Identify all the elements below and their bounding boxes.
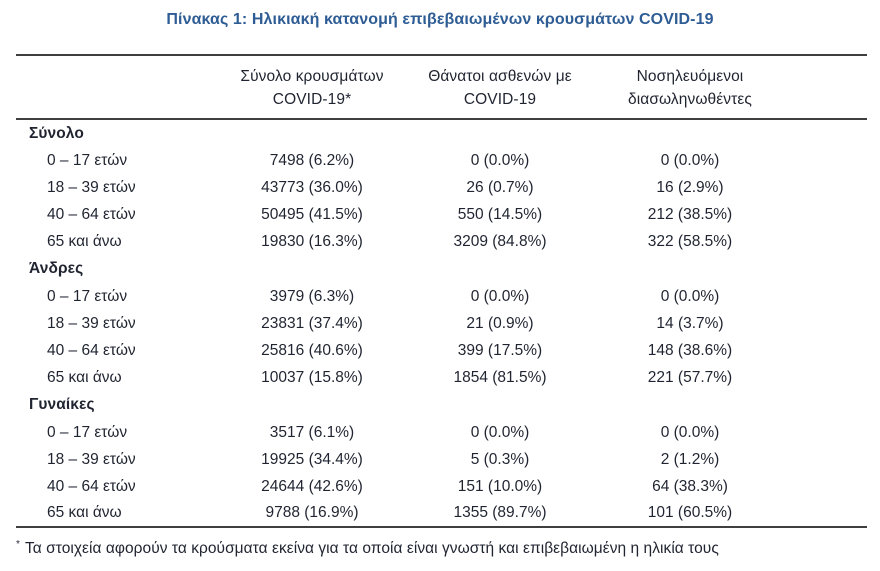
row-label: 18 – 39 ετών	[47, 450, 136, 468]
cell-spacer	[794, 364, 867, 391]
cell-intubated: 322 (58.5%)	[647, 232, 733, 250]
table-row: 65 και άνω 10037 (15.8%) 1854 (81.5%) 22…	[16, 364, 867, 391]
table-container: Σύνολο κρουσμάτων COVID-19* Θάνατοι ασθε…	[16, 54, 867, 528]
cell-deaths: 1355 (89.7%)	[453, 504, 547, 521]
cell-deaths: 151 (10.0%)	[457, 477, 543, 495]
section-header-row-men: Άνδρες	[16, 255, 867, 283]
cell-deaths: 3209 (84.8%)	[453, 232, 547, 250]
cell-spacer	[794, 147, 867, 174]
row-label: 40 – 64 ετών	[47, 477, 136, 495]
header-deaths-line2: COVID-19	[463, 91, 537, 108]
section-label: Σύνολο	[29, 124, 84, 142]
header-deaths-line1: Θάνατοι ασθενών με	[428, 68, 572, 85]
cell-spacer	[794, 419, 867, 446]
row-label: 18 – 39 ετών	[47, 314, 136, 332]
cell-intubated: 148 (38.6%)	[647, 341, 733, 359]
cell-intubated: 16 (2.9%)	[656, 178, 724, 196]
section-header-row-women: Γυναίκες	[16, 391, 867, 419]
cell-deaths: 0 (0.0%)	[470, 287, 530, 305]
table-body: Σύνολο 0 – 17 ετών 7498 (6.2%) 0 (0.0%) …	[16, 119, 867, 527]
cell-spacer	[794, 201, 867, 228]
row-label: 40 – 64 ετών	[47, 341, 136, 359]
table-row: 18 – 39 ετών 23831 (37.4%) 21 (0.9%) 14 …	[16, 310, 867, 337]
cell-deaths: 0 (0.0%)	[470, 151, 530, 169]
row-label: 18 – 39 ετών	[47, 178, 136, 196]
table-row: 0 – 17 ετών 7498 (6.2%) 0 (0.0%) 0 (0.0%…	[16, 147, 867, 174]
cell-intubated: 101 (60.5%)	[647, 504, 733, 521]
header-row: Σύνολο κρουσμάτων COVID-19* Θάνατοι ασθε…	[16, 55, 867, 119]
table-row: 0 – 17 ετών 3979 (6.3%) 0 (0.0%) 0 (0.0%…	[16, 283, 867, 310]
cell-deaths: 26 (0.7%)	[466, 178, 534, 196]
cell-intubated: 14 (3.7%)	[656, 314, 724, 332]
header-spacer	[794, 55, 867, 119]
cell-cases: 23831 (37.4%)	[261, 314, 363, 332]
header-intubated-line1: Νοσηλευόμενοι	[636, 68, 744, 85]
cell-deaths: 5 (0.3%)	[470, 450, 530, 468]
cell-cases: 3517 (6.1%)	[269, 423, 355, 441]
cell-spacer	[794, 500, 867, 527]
cell-spacer	[794, 283, 867, 310]
cell-intubated: 64 (38.3%)	[652, 477, 728, 495]
table-row: 40 – 64 ετών 50495 (41.5%) 550 (14.5%) 2…	[16, 201, 867, 228]
row-label: 0 – 17 ετών	[47, 287, 128, 305]
cell-cases: 25816 (40.6%)	[261, 341, 363, 359]
row-label: 40 – 64 ετών	[47, 205, 136, 223]
row-label: 65 και άνω	[47, 368, 122, 386]
cell-spacer	[794, 228, 867, 255]
cell-deaths: 399 (17.5%)	[457, 341, 543, 359]
cell-cases: 43773 (36.0%)	[261, 178, 363, 196]
cell-intubated: 212 (38.5%)	[647, 205, 733, 223]
section-label: Άνδρες	[29, 260, 84, 277]
row-label: 65 και άνω	[47, 232, 122, 250]
cell-intubated: 2 (1.2%)	[660, 450, 720, 468]
cell-cases: 19830 (16.3%)	[261, 232, 363, 250]
header-cases: Σύνολο κρουσμάτων COVID-19*	[210, 55, 414, 119]
section-header-row-total: Σύνολο	[16, 119, 867, 147]
header-intubated-line2: διασωληνωθέντες	[628, 91, 752, 108]
cell-cases: 7498 (6.2%)	[269, 151, 355, 169]
header-cases-line1: Σύνολο κρουσμάτων	[240, 68, 384, 85]
row-label: 0 – 17 ετών	[47, 423, 128, 441]
header-empty	[16, 55, 210, 119]
table-row: 18 – 39 ετών 19925 (34.4%) 5 (0.3%) 2 (1…	[16, 446, 867, 473]
header-cases-line2: COVID-19*	[272, 91, 352, 108]
footnote-asterisk: *	[16, 539, 20, 550]
table-footnote: * Τα στοιχεία αφορούν τα κρούσματα εκείνα…	[16, 535, 867, 558]
covid-age-distribution-table: Σύνολο κρουσμάτων COVID-19* Θάνατοι ασθε…	[16, 54, 867, 528]
cell-cases: 19925 (34.4%)	[261, 450, 363, 468]
cell-deaths: 21 (0.9%)	[466, 314, 534, 332]
cell-cases: 50495 (41.5%)	[261, 205, 363, 223]
cell-cases: 24644 (42.6%)	[261, 477, 363, 495]
table-row: 65 και άνω 9788 (16.9%) 1355 (89.7%) 101…	[16, 500, 867, 527]
cell-cases: 10037 (15.8%)	[261, 368, 363, 386]
table-row: 18 – 39 ετών 43773 (36.0%) 26 (0.7%) 16 …	[16, 174, 867, 201]
table-header: Σύνολο κρουσμάτων COVID-19* Θάνατοι ασθε…	[16, 55, 867, 119]
cell-cases: 3979 (6.3%)	[269, 287, 355, 305]
table-row: 40 – 64 ετών 24644 (42.6%) 151 (10.0%) 6…	[16, 473, 867, 500]
cell-deaths: 0 (0.0%)	[470, 423, 530, 441]
cell-cases: 9788 (16.9%)	[265, 504, 359, 521]
cell-intubated: 0 (0.0%)	[660, 151, 720, 169]
header-deaths: Θάνατοι ασθενών με COVID-19	[414, 55, 586, 119]
cell-spacer	[794, 337, 867, 364]
cell-spacer	[794, 310, 867, 337]
table-row: 0 – 17 ετών 3517 (6.1%) 0 (0.0%) 0 (0.0%…	[16, 419, 867, 446]
table-row: 40 – 64 ετών 25816 (40.6%) 399 (17.5%) 1…	[16, 337, 867, 364]
cell-spacer	[794, 446, 867, 473]
cell-intubated: 221 (57.7%)	[647, 368, 733, 386]
cell-spacer	[794, 473, 867, 500]
cell-intubated: 0 (0.0%)	[660, 287, 720, 305]
cell-deaths: 550 (14.5%)	[457, 205, 543, 223]
cell-intubated: 0 (0.0%)	[660, 423, 720, 441]
table-row: 65 και άνω 19830 (16.3%) 3209 (84.8%) 32…	[16, 228, 867, 255]
cell-deaths: 1854 (81.5%)	[453, 368, 547, 386]
row-label: 65 και άνω	[47, 504, 122, 521]
footnote-text: Τα στοιχεία αφορούν τα κρούσματα εκείνα …	[24, 540, 719, 558]
header-intubated: Νοσηλευόμενοι διασωληνωθέντες	[586, 55, 794, 119]
row-label: 0 – 17 ετών	[47, 151, 128, 169]
table-title: Πίνακας 1: Ηλικιακή κατανομή επιβεβαιωμέ…	[166, 11, 714, 28]
section-label: Γυναίκες	[29, 396, 95, 413]
cell-spacer	[794, 174, 867, 201]
